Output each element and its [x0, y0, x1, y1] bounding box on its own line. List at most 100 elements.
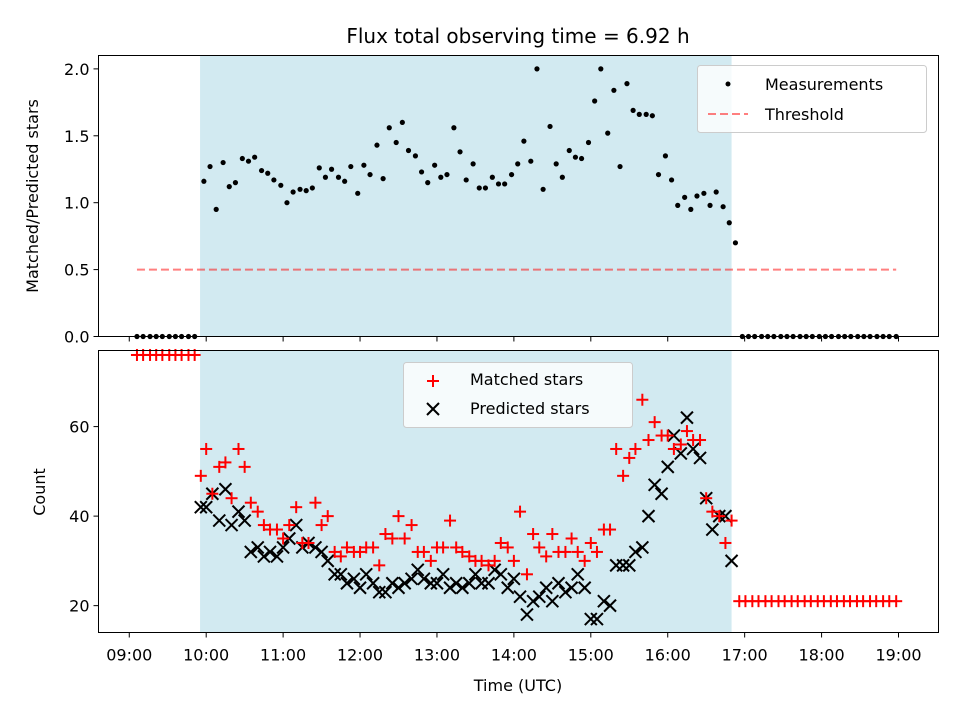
measurement-point: [713, 189, 719, 195]
measurement-point: [355, 190, 361, 196]
measurement-point: [547, 123, 553, 130]
predicted-star-point: [462, 576, 476, 590]
legend-predicted-marker: [426, 402, 440, 416]
measurement-point: [585, 139, 592, 146]
measurement-point: [220, 159, 226, 166]
matched-star-point: [546, 528, 559, 541]
measurement-point: [342, 178, 348, 184]
matched-star-point: [340, 541, 353, 554]
measurement-point: [726, 220, 732, 226]
top-y-tick-label: 0.0: [64, 328, 89, 347]
predicted-star-point: [282, 531, 296, 546]
predicted-star-point: [455, 581, 470, 595]
predicted-star-point: [520, 607, 534, 622]
matched-star-point: [642, 434, 655, 447]
predicted-star-point: [647, 478, 662, 492]
matched-star-point: [514, 505, 527, 518]
predicted-star-point: [667, 428, 681, 443]
matched-star-point: [328, 545, 341, 558]
predicted-star-point: [347, 572, 361, 586]
predicted-star-point: [635, 540, 650, 555]
predicted-star-point: [263, 545, 277, 559]
measurement-point: [335, 174, 342, 180]
measurement-point: [553, 161, 559, 167]
predicted-star-point: [551, 576, 566, 590]
x-tick-label: 12:00: [337, 646, 383, 665]
measurement-point: [578, 155, 585, 162]
bottom-legend: Matched stars Predicted stars: [403, 362, 633, 428]
predicted-star-point: [270, 549, 284, 564]
measurement-point: [636, 111, 642, 117]
predicted-star-point: [443, 581, 457, 595]
legend-matched-marker: [427, 375, 439, 387]
measurement-point: [252, 154, 258, 160]
measurement-point: [232, 180, 239, 186]
measurement-point: [438, 174, 444, 180]
measurement-point: [258, 167, 265, 174]
matched-star-point: [206, 487, 219, 500]
predicted-star-point: [680, 410, 694, 425]
predicted-star-point: [218, 482, 233, 496]
x-tick-label: 11:00: [260, 646, 306, 665]
matched-star-point: [379, 528, 392, 541]
measurement-point: [425, 180, 431, 186]
predicted-star-point: [539, 581, 553, 595]
matched-star-point: [617, 469, 630, 482]
bottom-y-axis-label: Count: [30, 468, 49, 516]
measurement-point: [328, 166, 335, 172]
measurement-point: [643, 111, 649, 117]
bottom-panel: 20 40 60 09:00 10:00 11:00 12:00 13:00 14:00 15:0…: [30, 348, 939, 695]
bottom-legend-box: [403, 362, 633, 428]
predicted-star-point: [353, 581, 367, 595]
matched-star-point: [219, 456, 232, 469]
measurement-point: [720, 204, 726, 210]
predicted-star-point: [526, 594, 540, 608]
matched-star-point: [238, 460, 251, 473]
measurement-point: [515, 161, 521, 167]
measurement-point: [451, 125, 457, 131]
predicted-star-point: [449, 576, 463, 590]
predicted-star-point: [327, 567, 342, 582]
predicted-star-point: [558, 585, 573, 599]
matched-star-point: [367, 541, 380, 554]
matched-star-point: [309, 496, 322, 509]
measurement-point: [694, 193, 700, 199]
matched-star-point: [437, 541, 450, 554]
measurement-point: [412, 153, 419, 159]
matched-star-point: [244, 496, 257, 509]
matched-star-point: [667, 442, 680, 455]
measurement-point: [322, 174, 329, 180]
matched-star-point: [648, 416, 661, 429]
predicted-star-point: [289, 518, 303, 532]
predicted-star-point: [705, 522, 720, 537]
matched-star-point: [636, 393, 649, 406]
top-panel: 0.00.51.01.52.0 Matched/Predicted stars …: [23, 55, 939, 347]
matched-star-point: [706, 505, 719, 518]
measurement-point: [476, 185, 482, 191]
predicted-star-point: [385, 576, 400, 590]
matched-star-point: [392, 510, 405, 523]
measurement-point: [367, 171, 373, 178]
legend-matched-label: Matched stars: [470, 370, 583, 389]
matched-star-point: [405, 519, 418, 532]
predicted-star-point: [340, 576, 354, 590]
predicted-star-point: [616, 558, 630, 573]
measurement-point: [675, 202, 681, 208]
measurement-point: [566, 147, 572, 154]
matched-star-point: [584, 536, 597, 549]
predicted-star-point: [532, 589, 546, 604]
predicted-star-point: [597, 594, 611, 608]
measurement-point: [432, 162, 438, 168]
matched-star-point: [475, 554, 488, 567]
x-tick-label: 15:00: [568, 646, 614, 665]
matched-star-point: [386, 532, 399, 545]
measurement-point: [207, 163, 213, 170]
predicted-star-point: [404, 572, 419, 586]
predicted-star-point: [321, 554, 335, 568]
predicted-star-point: [231, 504, 246, 519]
measurement-point: [399, 119, 405, 126]
measurement-point: [380, 176, 386, 182]
predicted-star-point: [507, 572, 521, 586]
bottom-y-tick-label: 40: [69, 507, 89, 526]
measurement-point: [662, 153, 669, 159]
